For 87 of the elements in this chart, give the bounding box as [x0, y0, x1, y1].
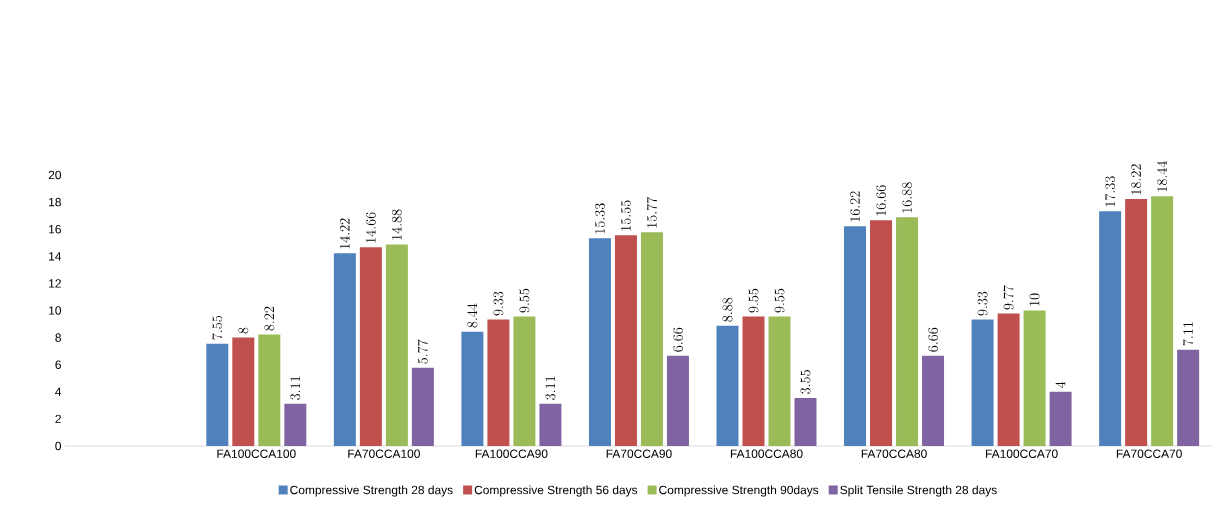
bar [1099, 211, 1122, 446]
legend-label: Compressive Strength 56 days [474, 485, 638, 497]
bar [844, 226, 867, 446]
data-label: 9.55 [748, 288, 759, 313]
data-label: 7. 11 [1183, 322, 1194, 346]
legend-label: Compressive Strength 90days [659, 485, 819, 497]
bar [411, 367, 434, 446]
data-label: 8.44 [467, 303, 478, 328]
data-label: 14.22 [339, 218, 350, 249]
data-label: 8.22 [264, 306, 275, 331]
data-label: 9.33 [977, 291, 988, 316]
y-tick-label: 12 [49, 279, 61, 288]
y-tick-label: 0 [55, 441, 62, 451]
bar [742, 316, 765, 446]
data-label: 16.66 [876, 185, 886, 216]
y-tick-label: 8 [55, 333, 61, 342]
bar [1177, 349, 1200, 446]
data-label: 14.66 [365, 212, 376, 243]
data-label: 15.55 [621, 200, 631, 231]
y-tick-label: 16 [49, 224, 61, 234]
x-tick-label: FA70CCA100 [348, 449, 420, 458]
bar [284, 403, 307, 446]
legend-label: Split Tensile Strength 28 days [840, 485, 997, 497]
bar [997, 313, 1020, 446]
data-label: 18.44 [1157, 161, 1168, 192]
data-label: 6.66 [673, 327, 683, 352]
y-tick-label: 14 [49, 252, 62, 261]
x-tick-label: FA100CCA80 [730, 449, 803, 458]
bar [922, 355, 945, 446]
bar [487, 319, 510, 446]
data-label: 3.55 [800, 370, 811, 394]
y-tick-label: 2 [55, 414, 61, 424]
data-label: 14.88 [391, 209, 402, 240]
data-label: 15.33 [595, 203, 605, 234]
bar [716, 325, 739, 446]
x-tick-label: FA100CCA70 [986, 449, 1058, 458]
bar [1049, 391, 1072, 446]
bar [588, 238, 611, 446]
bar [870, 220, 893, 446]
data-label: 17.33 [1105, 176, 1116, 207]
bar [539, 403, 562, 446]
x-tick-label: FA100CCA90 [475, 449, 548, 458]
data-label: 10 [1029, 293, 1040, 306]
bar [359, 247, 382, 446]
data-label: 3. 11 [290, 376, 301, 400]
bar [896, 217, 919, 446]
data-label: 9.77 [1003, 285, 1014, 310]
bar [1151, 196, 1174, 446]
bar [461, 331, 484, 446]
legend-label: Compressive Strength 28 days [290, 485, 453, 497]
data-label: 16.22 [850, 191, 860, 222]
data-label: 8 [238, 327, 249, 334]
data-label: 6.66 [928, 327, 938, 352]
x-tick-label: FA70CCA70 [1116, 449, 1182, 458]
bar [385, 244, 408, 446]
x-tick-label: FA70CCA90 [606, 449, 672, 458]
bar [232, 337, 255, 446]
bar [258, 334, 281, 446]
bar [971, 319, 994, 446]
y-tick-label: 20 [48, 170, 62, 180]
bar [333, 253, 356, 446]
bar [666, 355, 689, 446]
bar [640, 232, 663, 446]
data-label: 16.88 [902, 182, 912, 213]
x-tick-label: FA100CCA100 [217, 449, 296, 458]
bar [513, 316, 536, 446]
y-tick-label: 6 [55, 360, 61, 369]
bar [1125, 199, 1148, 446]
bar [768, 316, 791, 446]
data-label: 3. 11 [545, 376, 556, 400]
bar [206, 343, 229, 446]
bar [1023, 310, 1046, 446]
data-label: 8.88 [722, 297, 733, 322]
y-tick-label: 18 [49, 197, 61, 207]
bar [614, 235, 637, 446]
data-label: 4 [1055, 381, 1066, 388]
data-label: 9.55 [774, 288, 785, 313]
y-tick-label: 10 [49, 306, 62, 315]
data-label: 15.77 [646, 197, 657, 228]
bar [794, 397, 817, 446]
y-tick-label: 4 [55, 387, 62, 396]
data-label: 18.22 [1131, 164, 1142, 195]
data-label: 9.55 [519, 288, 530, 313]
data-label: 9.33 [493, 291, 504, 316]
data-label: 5.77 [417, 339, 428, 364]
x-tick-label: FA70CCA80 [861, 449, 927, 458]
data-label: 7.55 [212, 315, 223, 340]
